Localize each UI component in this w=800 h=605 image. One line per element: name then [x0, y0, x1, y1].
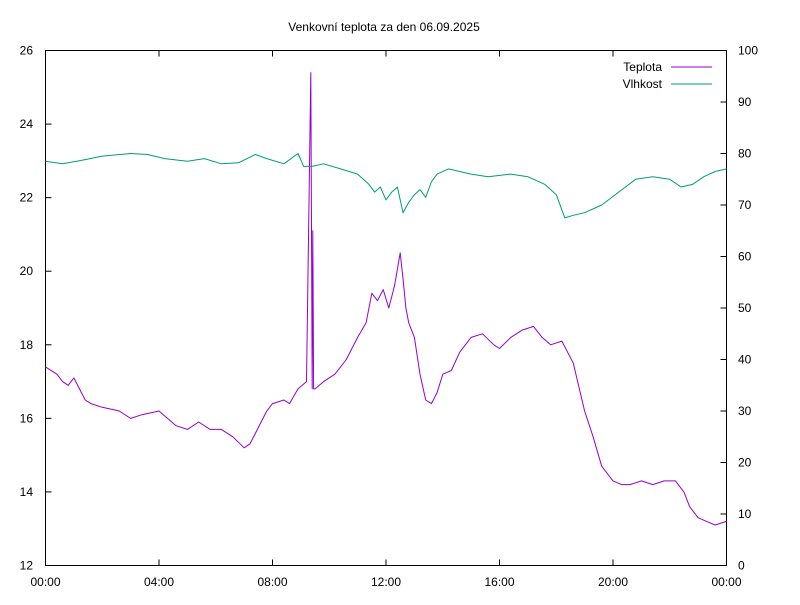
y-right-tick-label: 0: [738, 559, 745, 573]
y-left-tick-label: 20: [20, 264, 34, 278]
y-right-tick-label: 60: [738, 250, 752, 264]
y-left-tick-label: 16: [20, 411, 34, 425]
legend-label-vlhkost: Vlhkost: [623, 77, 663, 91]
y-left-tick-label: 18: [20, 338, 34, 352]
y-left-tick-label: 26: [20, 44, 34, 58]
series-line-vlhkost: [45, 153, 727, 219]
y-right-tick-label: 40: [738, 353, 752, 367]
legend-label-teplota: Teplota: [623, 60, 662, 74]
y-left-tick-label: 24: [20, 117, 34, 131]
chart-title: Venkovní teplota za den 06.09.2025: [288, 20, 480, 34]
y-left-tick-label: 22: [20, 191, 34, 205]
y-right-tick-label: 20: [738, 456, 752, 470]
x-tick-label: 00:00: [711, 575, 741, 589]
x-tick-label: 12:00: [371, 575, 401, 589]
x-tick-label: 04:00: [144, 575, 174, 589]
axes: 00:00 04:00 08:00 12:00 16:00 20:00 00:00 12 14 1…: [20, 44, 759, 590]
y-right-tick-label: 10: [738, 507, 752, 521]
series-lines: [45, 72, 727, 526]
y-right-tick-label: 90: [738, 95, 752, 109]
x-tick-label: 08:00: [257, 575, 287, 589]
y-right-tick-label: 70: [738, 198, 752, 212]
y-left-tick-label: 14: [20, 485, 34, 499]
legend: Teplota Vlhkost: [623, 60, 712, 91]
y-right-tick-label: 30: [738, 404, 752, 418]
y-right-tick-label: 80: [738, 147, 752, 161]
y-left-tick-label: 12: [20, 559, 34, 573]
x-tick-label: 16:00: [484, 575, 514, 589]
y-right-tick-label: 50: [738, 301, 752, 315]
x-tick-label: 00:00: [30, 575, 60, 589]
plot-frame: [45, 50, 727, 566]
series-line-teplota: [45, 72, 727, 526]
x-tick-label: 20:00: [598, 575, 628, 589]
y-right-tick-label: 100: [738, 44, 758, 58]
